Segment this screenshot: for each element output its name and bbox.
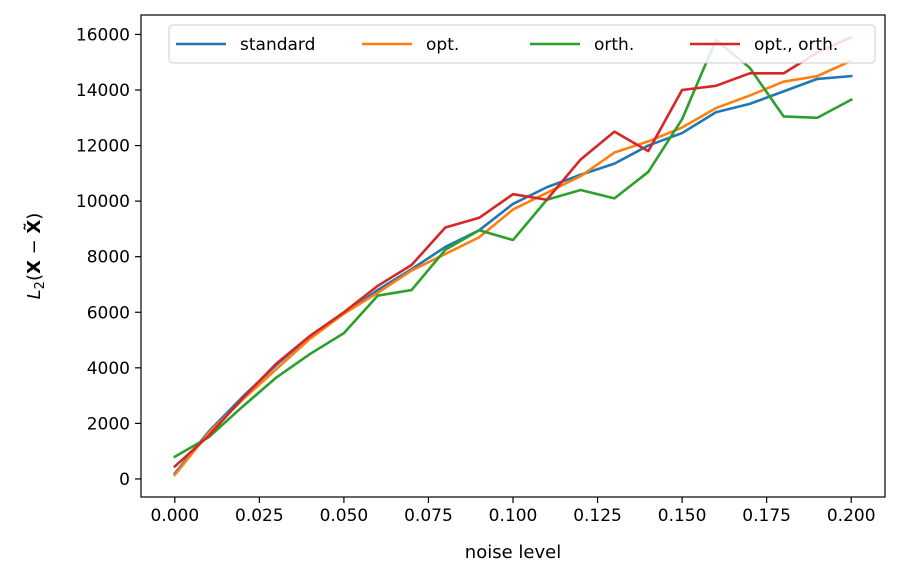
x-tick-label: 0.200 (827, 506, 876, 526)
x-axis-label: noise level (465, 542, 561, 563)
x-tick-label: 0.050 (320, 506, 369, 526)
y-tick-label: 4000 (87, 359, 130, 379)
legend-label-2: opt. (426, 35, 459, 55)
y-tick-label: 2000 (87, 414, 130, 434)
y-label-x-tilde: X̃ (24, 220, 45, 234)
x-tick-label: 0.075 (404, 506, 453, 526)
plot-frame (140, 14, 886, 498)
y-label-x: X (24, 260, 45, 274)
y-label-subscript: 2 (33, 281, 48, 289)
y-tick-label: 0 (119, 470, 130, 490)
x-tick-label: 0.025 (235, 506, 284, 526)
y-tick-label: 6000 (87, 303, 130, 323)
series-layer (172, 35, 853, 477)
series-line-3 (173, 38, 853, 459)
y-label-base: L (24, 289, 45, 299)
legend-label-3: orth. (594, 35, 634, 55)
y-tick-label: 8000 (87, 248, 130, 268)
series-line-1 (172, 74, 853, 476)
series-line-4 (172, 35, 853, 469)
x-tick-label: 0.125 (573, 506, 622, 526)
legend: standard opt. orth. opt., orth. (168, 24, 876, 64)
y-label-minus: − (24, 234, 45, 261)
y-tick-label: 10000 (76, 192, 130, 212)
legend-box (168, 24, 876, 64)
x-tick-label: 0.100 (489, 506, 538, 526)
y-axis: 0 2000 4000 6000 8000 10000 12000 14000 16000 (76, 25, 141, 490)
y-tick-label: 12000 (76, 137, 130, 157)
y-tick-label: 16000 (76, 25, 130, 45)
x-axis: 0.000 0.025 0.050 0.075 0.100 0.125 0.150 0.175… (150, 497, 876, 526)
legend-label-4: opt., orth. (754, 35, 838, 55)
x-tick-label: 0.000 (150, 506, 199, 526)
y-label-paren-open: ( (24, 274, 45, 281)
x-tick-label: 0.175 (742, 506, 791, 526)
series-line-2 (172, 59, 853, 477)
legend-label-1: standard (240, 35, 315, 55)
x-tick-label: 0.150 (658, 506, 707, 526)
y-tick-label: 14000 (76, 81, 130, 101)
y-label-paren-close: ) (24, 213, 45, 220)
y-axis-label: L2(X − X̃) (24, 213, 48, 300)
